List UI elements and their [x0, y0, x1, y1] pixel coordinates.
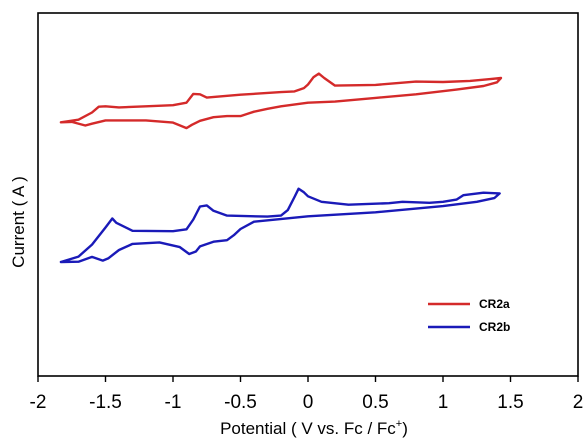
x-tick-label: -1: [165, 392, 182, 413]
x-tick-label: 0.5: [362, 392, 388, 413]
x-axis-title-main: Potential ( V vs. Fc / Fc: [220, 419, 396, 438]
legend-label-cr2b: CR2b: [479, 320, 510, 334]
x-tick-label: 1.5: [497, 392, 523, 413]
y-axis-title: Current ( A ): [9, 176, 28, 268]
x-axis-ticks: [37, 376, 579, 382]
x-tick-label: -2: [30, 392, 47, 413]
series-layer: [59, 72, 503, 264]
series-line-cr2a: [59, 72, 503, 130]
x-tick-label: 1: [438, 392, 449, 413]
x-axis-tick-labels: -2 -1.5 -1 -0.5 0 0.5 1 1.5 2: [30, 392, 584, 413]
x-tick-label: 0: [303, 392, 314, 413]
x-axis-title: Potential ( V vs. Fc / Fc+): [220, 418, 408, 438]
x-tick-label: 2: [573, 392, 584, 413]
legend-label-cr2a: CR2a: [479, 297, 510, 311]
x-axis-title-superscript: +: [396, 418, 402, 430]
legend: CR2a CR2b: [428, 297, 510, 334]
x-axis-title-end: ): [402, 419, 408, 438]
x-tick-label: -0.5: [224, 392, 257, 413]
x-tick-label: -1.5: [89, 392, 122, 413]
series-line-cr2b: [59, 187, 501, 264]
